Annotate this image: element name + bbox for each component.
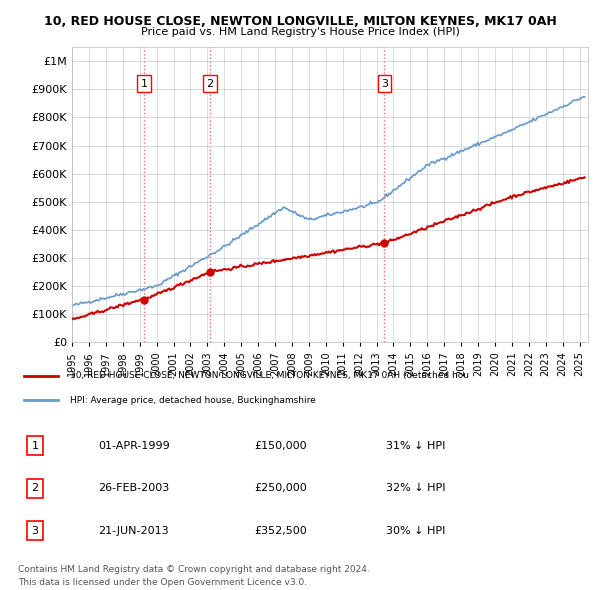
- Text: 2: 2: [206, 78, 214, 88]
- Text: 1: 1: [32, 441, 38, 451]
- Text: 10, RED HOUSE CLOSE, NEWTON LONGVILLE, MILTON KEYNES, MK17 0AH (detached hou: 10, RED HOUSE CLOSE, NEWTON LONGVILLE, M…: [70, 371, 469, 380]
- Text: Contains HM Land Registry data © Crown copyright and database right 2024.: Contains HM Land Registry data © Crown c…: [18, 565, 370, 574]
- Text: HPI: Average price, detached house, Buckinghamshire: HPI: Average price, detached house, Buck…: [70, 396, 316, 405]
- Text: 26-FEB-2003: 26-FEB-2003: [98, 483, 170, 493]
- Text: £352,500: £352,500: [254, 526, 307, 536]
- Text: £150,000: £150,000: [254, 441, 307, 451]
- Text: 3: 3: [381, 78, 388, 88]
- Text: 10, RED HOUSE CLOSE, NEWTON LONGVILLE, MILTON KEYNES, MK17 0AH: 10, RED HOUSE CLOSE, NEWTON LONGVILLE, M…: [44, 15, 556, 28]
- Text: 3: 3: [32, 526, 38, 536]
- Text: 30% ↓ HPI: 30% ↓ HPI: [386, 526, 446, 536]
- Text: 31% ↓ HPI: 31% ↓ HPI: [386, 441, 446, 451]
- Text: This data is licensed under the Open Government Licence v3.0.: This data is licensed under the Open Gov…: [18, 578, 307, 587]
- Text: 32% ↓ HPI: 32% ↓ HPI: [386, 483, 446, 493]
- Text: 01-APR-1999: 01-APR-1999: [98, 441, 170, 451]
- Text: 2: 2: [31, 483, 38, 493]
- Text: 1: 1: [140, 78, 148, 88]
- Text: 21-JUN-2013: 21-JUN-2013: [98, 526, 169, 536]
- Text: £250,000: £250,000: [254, 483, 307, 493]
- Text: Price paid vs. HM Land Registry's House Price Index (HPI): Price paid vs. HM Land Registry's House …: [140, 27, 460, 37]
